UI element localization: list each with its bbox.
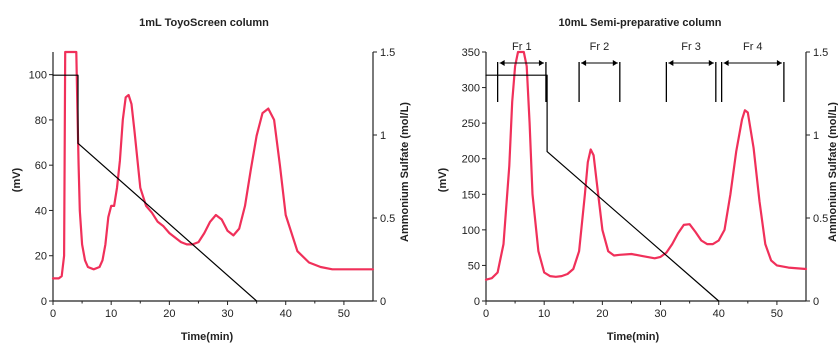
x-tick-label: 30 — [221, 308, 233, 320]
fraction-label: Fr 2 — [590, 41, 610, 53]
fraction-label: Fr 1 — [512, 41, 532, 53]
x-axis-label: Time(min) — [181, 331, 234, 343]
fraction-label: Fr 4 — [743, 41, 763, 53]
x-tick-label: 0 — [483, 308, 489, 320]
fraction-bracket-1: Fr 1 — [496, 41, 547, 102]
fraction-arrow-left-icon — [581, 60, 587, 66]
fraction-bracket-2: Fr 2 — [578, 41, 621, 102]
x-tick-label: 40 — [280, 308, 292, 320]
fraction-bracket-3: Fr 3 — [665, 41, 717, 102]
y-axis-label: (mV) — [437, 167, 449, 192]
y2-tick-label: 1 — [813, 130, 819, 142]
y-tick-label: 0 — [474, 296, 480, 308]
y-axis-label: (mV) — [11, 167, 23, 192]
y-tick-label: 100 — [29, 70, 47, 82]
chart-10mL-semi-preparative: 10mL Semi-preparative column Time(min) (… — [437, 17, 838, 343]
y-tick-label: 60 — [35, 160, 47, 172]
y2-tick-label: 0.5 — [813, 213, 828, 225]
y-tick-label: 100 — [462, 225, 480, 237]
x-tick-label: 20 — [596, 308, 608, 320]
y-tick-label: 50 — [468, 260, 480, 272]
y-tick-label: 0 — [41, 296, 47, 308]
y-tick-label: 200 — [462, 154, 480, 166]
y2-tick-label: 0 — [380, 296, 386, 308]
y2-tick-label: 1 — [380, 130, 386, 142]
fraction-arrow-right-icon — [708, 60, 714, 66]
fraction-arrow-right-icon — [612, 60, 618, 66]
ammonium-sulfate-gradient-line — [485, 74, 720, 302]
signal-trace-line — [51, 50, 375, 280]
y-tick-label: 150 — [462, 189, 480, 201]
x-tick-label: 10 — [105, 308, 117, 320]
y-tick-label: 300 — [462, 83, 480, 95]
axes: 0 10 20 30 40 50 0 50 100 150 200 250 300 350 0 0.5 1 1.5 — [462, 47, 829, 320]
y-tick-label: 20 — [35, 251, 47, 263]
series-layer — [51, 50, 375, 302]
x-axis-label: Time(min) — [607, 331, 660, 343]
fraction-bracket-4: Fr 4 — [720, 41, 785, 102]
fraction-label: Fr 3 — [681, 41, 701, 53]
y-tick-label: 40 — [35, 205, 47, 217]
fraction-arrow-left-icon — [723, 60, 729, 66]
x-tick-label: 30 — [654, 308, 666, 320]
y-tick-label: 350 — [462, 47, 480, 59]
y-tick-label: 250 — [462, 118, 480, 130]
y2-tick-label: 1.5 — [380, 47, 395, 59]
chart-title: 1mL ToyoScreen column — [139, 17, 269, 29]
fraction-arrow-left-icon — [499, 60, 505, 66]
y2-tick-label: 0 — [813, 296, 819, 308]
x-tick-label: 10 — [538, 308, 550, 320]
x-tick-label: 40 — [713, 308, 725, 320]
x-tick-label: 50 — [338, 308, 350, 320]
x-tick-label: 20 — [163, 308, 175, 320]
y2-axis-label: Ammonium Sulfate (mol/L) — [399, 102, 411, 242]
x-tick-label: 50 — [771, 308, 783, 320]
fraction-arrow-right-icon — [538, 60, 544, 66]
y-tick-label: 80 — [35, 115, 47, 127]
chart-title: 10mL Semi-preparative column — [558, 17, 721, 29]
fraction-arrow-right-icon — [776, 60, 782, 66]
y2-tick-label: 1.5 — [813, 47, 828, 59]
signal-trace-line — [484, 50, 808, 281]
y2-tick-label: 0.5 — [380, 213, 395, 225]
axes: 0 10 20 30 40 50 0 20 40 60 80 100 0 0.5 1 1.5 — [29, 47, 396, 320]
series-layer: Fr 1 Fr 2 Fr 3 Fr 4 — [484, 41, 808, 302]
ammonium-sulfate-gradient-line — [52, 74, 258, 302]
x-tick-label: 0 — [50, 308, 56, 320]
y2-axis-label: Ammonium Sulfate (mol/L) — [827, 102, 838, 242]
fraction-arrow-left-icon — [668, 60, 674, 66]
chart-1mL-toyoscreen: 1mL ToyoScreen column Time(min) (mV) Amm… — [11, 17, 411, 343]
